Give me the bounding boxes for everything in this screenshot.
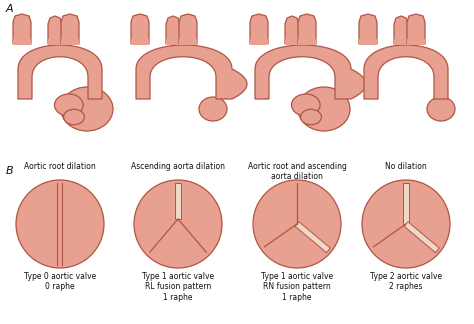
Ellipse shape <box>134 180 222 268</box>
Polygon shape <box>394 39 408 45</box>
Text: Type 0 aortic valve
0 raphe: Type 0 aortic valve 0 raphe <box>24 272 96 291</box>
Polygon shape <box>404 222 439 253</box>
Polygon shape <box>179 14 197 44</box>
Ellipse shape <box>16 180 104 268</box>
Ellipse shape <box>362 180 450 268</box>
Text: Aortic root dilation: Aortic root dilation <box>24 162 96 171</box>
Text: Type 1 aortic valve
RL fusion pattern
1 raphe: Type 1 aortic valve RL fusion pattern 1 … <box>142 272 214 302</box>
Polygon shape <box>48 16 62 44</box>
Text: A: A <box>6 4 14 14</box>
Ellipse shape <box>253 180 341 268</box>
Polygon shape <box>359 14 377 44</box>
Polygon shape <box>298 14 316 44</box>
Text: Aortic root and ascending
aorta dilation: Aortic root and ascending aorta dilation <box>247 162 346 181</box>
Polygon shape <box>250 14 268 44</box>
Polygon shape <box>285 16 299 44</box>
Polygon shape <box>48 39 62 45</box>
Polygon shape <box>298 39 316 45</box>
Polygon shape <box>364 45 448 99</box>
Polygon shape <box>295 222 330 253</box>
Polygon shape <box>175 183 181 219</box>
Polygon shape <box>131 14 149 44</box>
Polygon shape <box>403 183 409 224</box>
Polygon shape <box>250 39 268 45</box>
Text: Type 1 aortic valve
RN fusion pattern
1 raphe: Type 1 aortic valve RN fusion pattern 1 … <box>261 272 333 302</box>
Polygon shape <box>285 39 299 45</box>
Text: No dilation: No dilation <box>385 162 427 171</box>
Polygon shape <box>166 39 180 45</box>
Ellipse shape <box>292 94 320 116</box>
Ellipse shape <box>298 87 350 131</box>
Ellipse shape <box>55 94 83 116</box>
Polygon shape <box>394 16 408 44</box>
Polygon shape <box>136 45 247 99</box>
Ellipse shape <box>301 109 321 125</box>
Text: Ascending aorta dilation: Ascending aorta dilation <box>131 162 225 171</box>
Polygon shape <box>61 14 79 44</box>
Polygon shape <box>131 39 149 45</box>
Text: Type 2 aortic valve
2 raphes: Type 2 aortic valve 2 raphes <box>370 272 442 291</box>
Polygon shape <box>255 45 366 99</box>
Polygon shape <box>407 39 425 45</box>
Polygon shape <box>407 14 425 44</box>
Ellipse shape <box>199 97 227 121</box>
Polygon shape <box>359 39 377 45</box>
Polygon shape <box>166 16 180 44</box>
Polygon shape <box>18 45 102 99</box>
Ellipse shape <box>64 109 84 125</box>
Ellipse shape <box>427 97 455 121</box>
Polygon shape <box>61 39 79 45</box>
Text: B: B <box>6 166 14 176</box>
Polygon shape <box>13 39 31 45</box>
Polygon shape <box>13 14 31 44</box>
Ellipse shape <box>61 87 113 131</box>
Polygon shape <box>179 39 197 45</box>
